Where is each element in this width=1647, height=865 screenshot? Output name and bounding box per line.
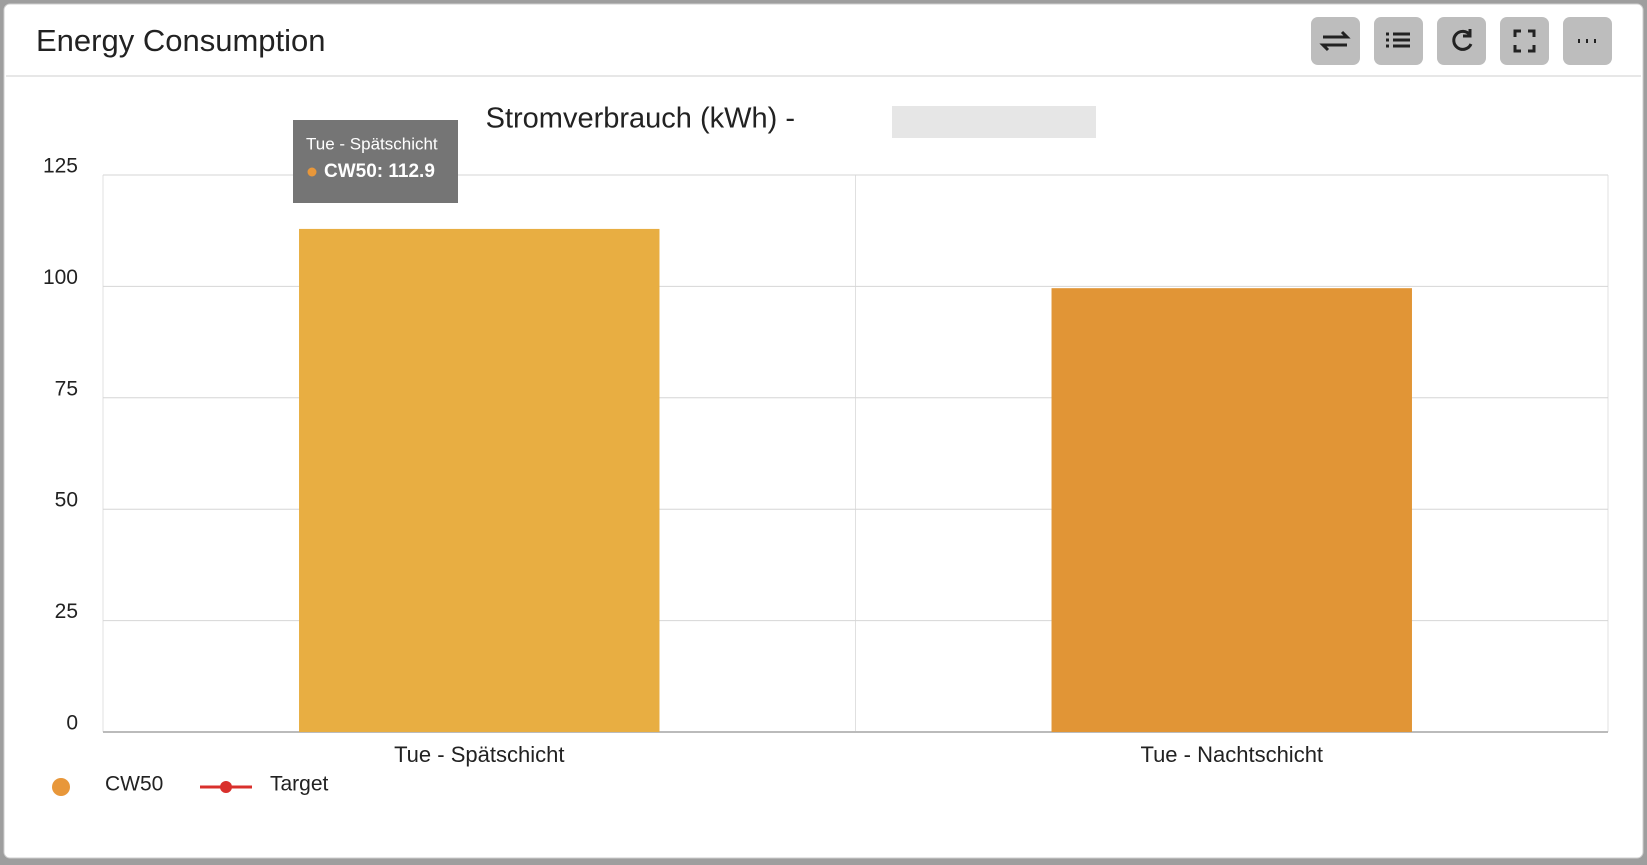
- toolbar: [1311, 17, 1612, 65]
- list-icon: [1386, 32, 1410, 48]
- refresh-icon: [1452, 29, 1473, 51]
- tooltip-box: [293, 120, 458, 203]
- y-tick-label: 125: [43, 155, 78, 178]
- tooltip-label: CW50: 112.9: [324, 161, 435, 182]
- fullscreen-button[interactable]: [1500, 17, 1549, 65]
- bar: [299, 228, 660, 732]
- swap-button[interactable]: [1311, 17, 1360, 65]
- y-tick-label: 75: [55, 377, 78, 400]
- tooltip-title: Tue - Spätschicht: [306, 134, 438, 153]
- y-tick-label: 0: [66, 712, 78, 735]
- y-tick-label: 25: [55, 600, 78, 623]
- legend-marker: [52, 778, 70, 796]
- legend: CW50 Target: [52, 773, 329, 796]
- legend-marker: [220, 781, 232, 793]
- y-tick-label: 100: [43, 266, 78, 289]
- refresh-button[interactable]: [1437, 17, 1486, 65]
- legend-label: Target: [270, 773, 329, 796]
- widget-title: Energy Consumption: [36, 23, 326, 58]
- redacted-text: [892, 106, 1096, 138]
- fullscreen-icon: [1513, 29, 1536, 53]
- bar: [1051, 288, 1412, 732]
- x-tick-label: Tue - Spätschicht: [394, 742, 564, 767]
- tooltip-dot: [307, 167, 317, 177]
- tooltip: Tue - Spätschicht CW50: 112.9: [293, 120, 458, 203]
- plot: 0 25 50 75 100 125 Tue - Spätschicht Tue - Nach…: [43, 155, 1609, 767]
- y-tick-label: 50: [55, 489, 78, 512]
- legend-label: CW50: [105, 773, 163, 796]
- chart-title: Stromverbrauch (kWh) -: [486, 103, 795, 135]
- swap-icon: [1319, 30, 1351, 52]
- x-tick-label: Tue - Nachtschicht: [1140, 742, 1323, 767]
